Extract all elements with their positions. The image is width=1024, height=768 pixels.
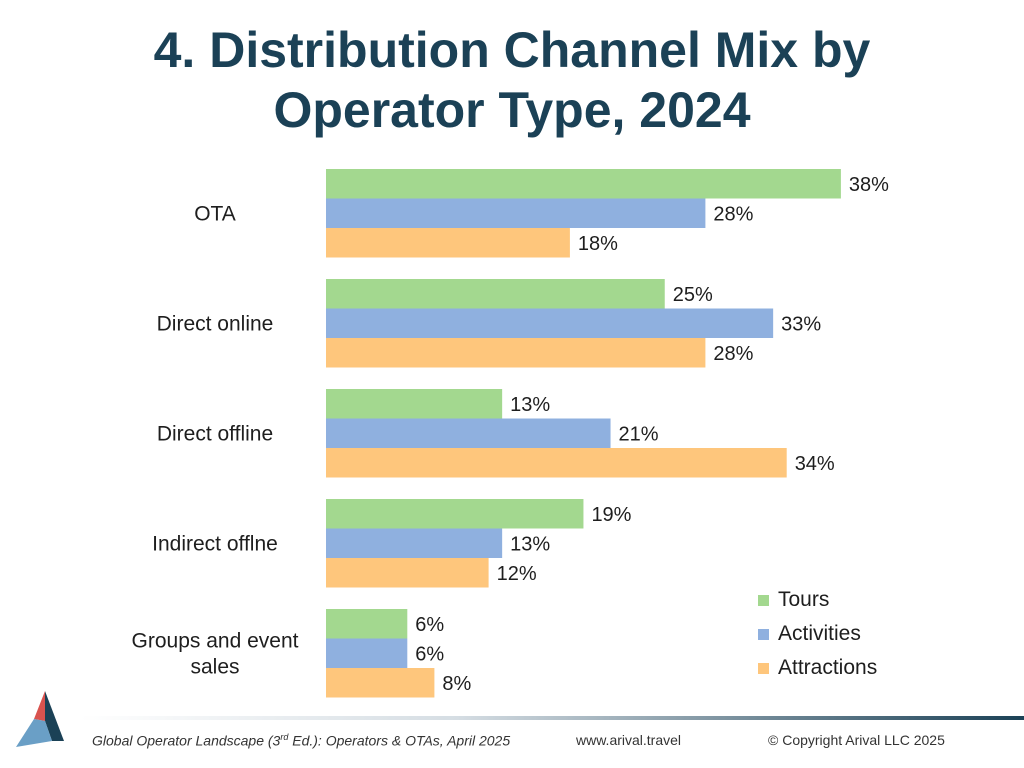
legend-swatch-activities [758,628,769,640]
bar-activities-ota [326,198,706,228]
legend-label-attractions: Attractions [778,656,878,679]
bar-attractions-groups-and-event-sales [326,668,435,698]
data-label-activities-ota: 28% [713,203,753,225]
category-label-groups-and-event-sales: Groups and event sales [132,629,299,678]
logo-red-shape [34,691,45,721]
chart-title: 4. Distribution Channel Mix by Operator … [0,20,1024,140]
data-label-attractions-groups-and-event-sales: 8% [442,673,471,695]
bar-tours-direct-online [326,279,665,309]
bar-tours-direct-offline [326,389,503,419]
legend-item-tours: Tours [758,583,958,617]
data-label-activities-indirect-offlne: 13% [510,533,550,555]
chart-title-line-1: 4. Distribution Channel Mix by [153,22,871,78]
bar-activities-direct-offline [326,418,611,448]
data-label-attractions-direct-offline: 34% [795,453,835,475]
data-label-tours-ota: 38% [849,174,889,196]
bar-activities-indirect-offlne [326,528,503,558]
data-label-activities-direct-online: 33% [781,313,821,335]
footer-source-prefix: Global Operator Landscape (3 [92,732,281,749]
bar-tours-ota [326,169,841,199]
bar-activities-direct-online [326,308,774,338]
legend-label-tours: Tours [778,588,830,611]
data-label-attractions-indirect-offlne: 12% [497,563,537,585]
data-label-tours-indirect-offlne: 19% [591,504,631,526]
category-label-ota: OTA [194,202,236,225]
bar-attractions-ota [326,228,570,258]
data-label-activities-direct-offline: 21% [619,423,659,445]
legend-item-activities: Activities [758,617,958,651]
chart-title-line-2: Operator Type, 2024 [273,82,751,138]
bar-activities-groups-and-event-sales [326,638,408,668]
data-label-attractions-ota: 18% [578,233,618,255]
category-label-direct-offline: Direct offline [157,422,273,445]
data-label-tours-direct-online: 25% [673,284,713,306]
legend-swatch-attractions [758,662,769,674]
bar-tours-indirect-offlne [326,499,584,529]
logo-navy-shape [45,691,64,741]
footer-source: Global Operator Landscape (3rd Ed.): Ope… [92,732,510,749]
bar-attractions-indirect-offlne [326,558,489,588]
category-label-indirect-offlne: Indirect offlne [152,532,278,555]
data-label-tours-groups-and-event-sales: 6% [415,614,444,636]
arival-logo-icon [16,691,64,747]
footer-copyright: © Copyright Arival LLC 2025 [768,732,945,748]
bar-attractions-direct-offline [326,448,787,478]
data-label-attractions-direct-online: 28% [713,343,753,365]
data-label-activities-groups-and-event-sales: 6% [415,643,444,665]
bar-attractions-direct-online [326,338,706,368]
footer-source-sup: rd [280,732,289,742]
footer-website-link[interactable]: www.arival.travel [576,732,682,748]
footer-source-suffix: Ed.): Operators & OTAs, April 2025 [288,732,511,749]
category-label-direct-online: Direct online [157,312,274,335]
legend-item-attractions: Attractions [758,651,958,685]
bar-tours-groups-and-event-sales [326,609,408,639]
data-label-tours-direct-offline: 13% [510,394,550,416]
chart-legend: Tours Activities Attractions [758,583,958,685]
legend-swatch-tours [758,594,769,606]
logo-blue-shape [16,719,52,747]
legend-label-activities: Activities [778,622,861,645]
footer-divider [80,716,1024,720]
